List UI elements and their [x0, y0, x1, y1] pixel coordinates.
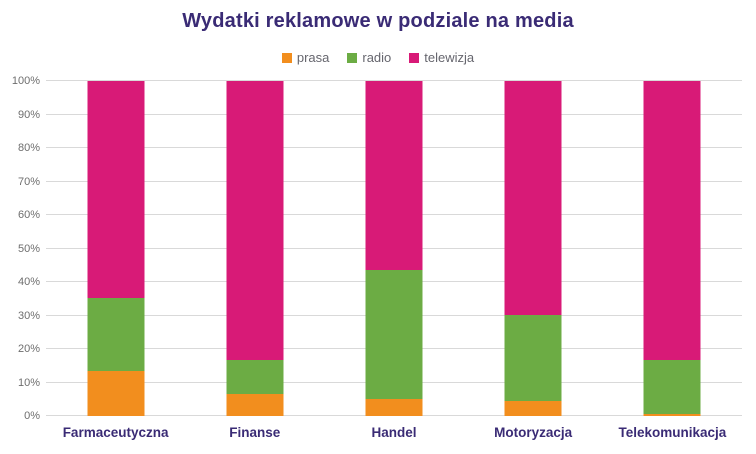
y-tick-label: 40%: [17, 276, 40, 288]
x-category-label: Finanse: [229, 425, 281, 440]
plot-area: [46, 80, 742, 416]
legend-label: prasa: [296, 50, 330, 65]
x-category-label: Farmaceutyczna: [62, 425, 169, 440]
bar-segment-radio: [87, 297, 145, 372]
bar-segment-prasa: [226, 394, 284, 416]
stacked-bar-motoryzacja: [504, 81, 562, 416]
x-category-label: Motoryzacja: [494, 425, 573, 440]
legend-swatch-icon: [347, 52, 358, 63]
y-tick-label: 20%: [17, 343, 40, 355]
y-tick-label: 30%: [17, 309, 40, 322]
bar-segment-telewizja: [226, 81, 284, 361]
x-category-label: Handel: [371, 425, 417, 440]
bar-segment-prasa: [87, 371, 145, 416]
legend-swatch-icon: [281, 52, 292, 63]
bar-segment-prasa: [643, 414, 701, 416]
legend-label: radio: [362, 50, 392, 65]
y-tick-label: 10%: [17, 376, 40, 389]
legend-swatch-icon: [409, 52, 420, 63]
x-category-label: Telekomunikacja: [618, 425, 727, 440]
y-tick-label: 0%: [24, 410, 40, 422]
y-tick-label: 60%: [17, 209, 40, 221]
stacked-bar-telekomunikacja: [643, 81, 701, 416]
bar-segment-radio: [365, 269, 423, 399]
bar-segment-telewizja: [643, 81, 701, 360]
y-tick-label: 100%: [11, 75, 40, 87]
bar-segment-telewizja: [87, 81, 145, 298]
bar-segment-radio: [643, 359, 701, 414]
x-axis-labels: Farmaceutyczna Finanse Handel Motoryzacja Te…: [46, 425, 742, 445]
y-tick-label: 90%: [17, 108, 40, 121]
stacked-bar-finanse: [226, 81, 284, 416]
stacked-bar-handel: [365, 81, 423, 416]
bar-segment-prasa: [365, 398, 423, 416]
y-axis-labels: 0% 10% 20% 30% 40% 50% 60% 70% 80% 90% 100%: [0, 75, 40, 422]
bar-segment-prasa: [504, 401, 562, 416]
bar-segment-radio: [504, 314, 562, 402]
legend-item-radio: radio: [347, 50, 391, 65]
bar-segment-telewizja: [365, 81, 423, 270]
bar-segment-telewizja: [504, 81, 562, 315]
y-tick-label: 70%: [17, 175, 40, 188]
y-tick-label: 80%: [17, 142, 40, 154]
legend-label: telewizja: [424, 50, 475, 65]
gridline: [46, 80, 742, 81]
legend: prasa radio telewizja: [0, 50, 756, 65]
stacked-bar-farmaceutyczna: [87, 81, 145, 416]
legend-item-prasa: prasa: [281, 50, 330, 65]
legend-item-telewizja: telewizja: [409, 50, 474, 65]
chart-title: Wydatki reklamowe w podziale na media: [182, 10, 574, 32]
bar-segment-radio: [226, 360, 284, 395]
y-tick-label: 50%: [17, 242, 40, 255]
